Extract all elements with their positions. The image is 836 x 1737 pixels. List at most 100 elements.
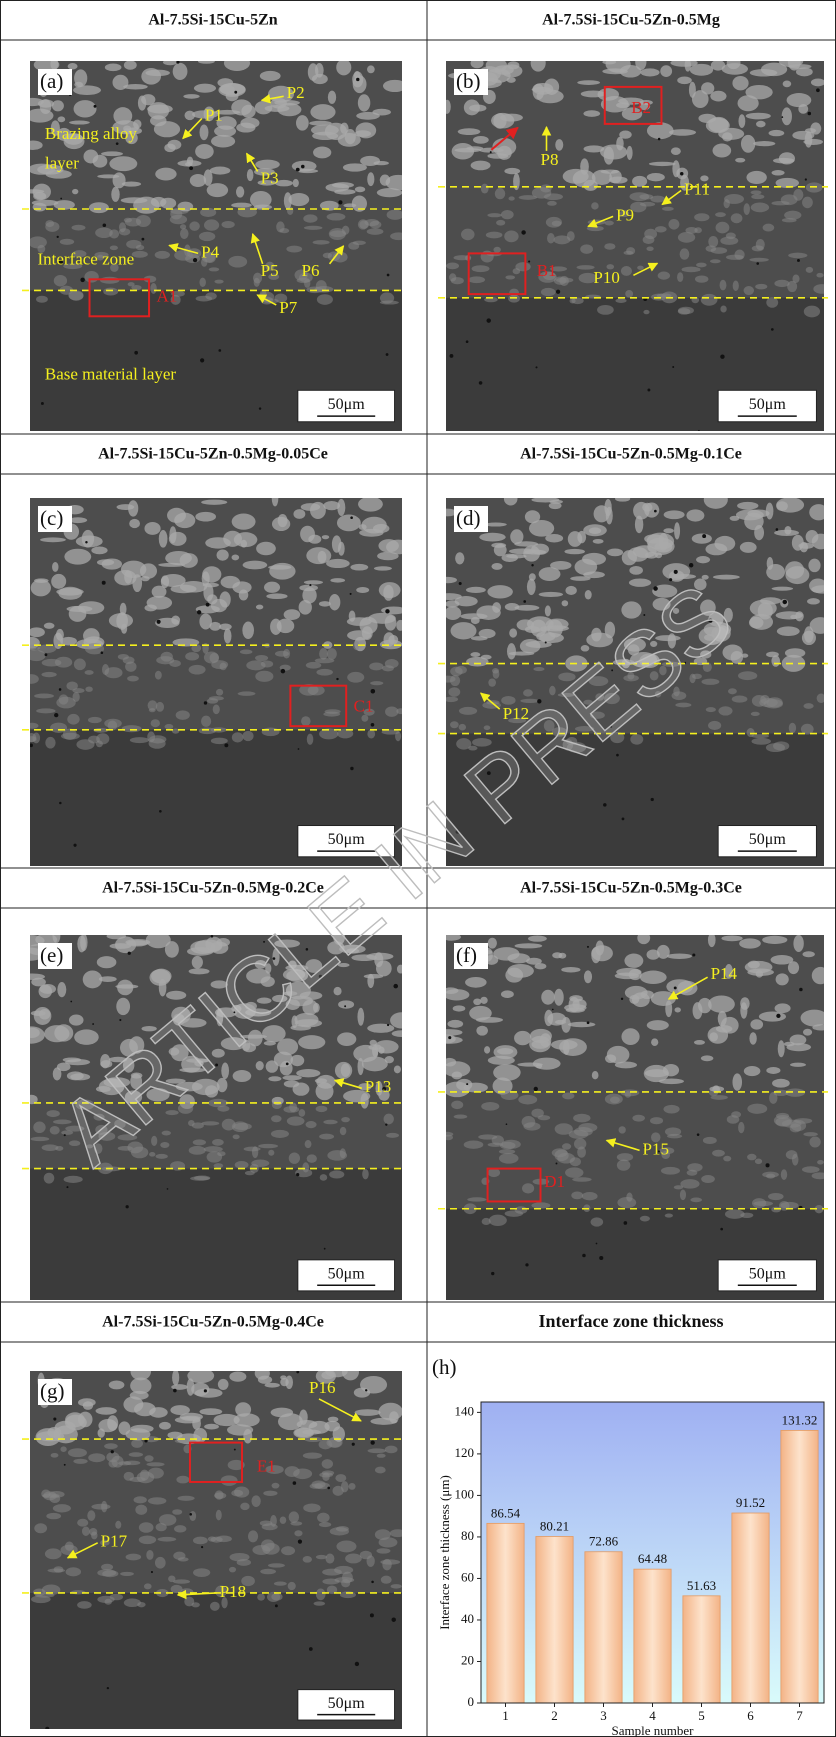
phase-grain [625, 986, 648, 1000]
phase-grain [52, 929, 60, 943]
phase-grain [284, 609, 301, 620]
phase-grain [582, 553, 606, 565]
phase-grain [246, 660, 265, 670]
phase-grain [69, 1015, 84, 1026]
phase-grain [591, 1217, 604, 1226]
phase-grain [269, 563, 295, 580]
phase-grain [762, 936, 787, 944]
phase-grain [547, 233, 555, 244]
pore [101, 651, 104, 654]
phase-grain [668, 219, 679, 230]
annotation: P7 [279, 298, 297, 317]
phase-grain [732, 1073, 742, 1090]
phase-grain [378, 1403, 402, 1421]
phase-grain [103, 288, 118, 296]
phase-grain [229, 1372, 246, 1382]
annotation: P17 [101, 1532, 128, 1551]
phase-grain [68, 63, 78, 69]
bar [634, 1569, 671, 1703]
phase-grain [38, 100, 54, 108]
phase-grain [703, 1137, 717, 1144]
phase-grain [712, 1150, 725, 1157]
phase-grain [651, 991, 676, 1006]
phase-grain [272, 1097, 284, 1105]
phase-grain [377, 1454, 386, 1458]
phase-grain [97, 559, 114, 565]
phase-grain [465, 977, 487, 988]
phase-grain [211, 738, 228, 745]
phase-grain [50, 1494, 61, 1503]
pore [622, 817, 625, 820]
phase-grain [209, 267, 220, 271]
phase-grain [128, 500, 138, 516]
phase-grain [730, 516, 740, 521]
phase-grain [740, 1213, 753, 1218]
phase-grain [702, 575, 709, 580]
phase-grain [260, 71, 281, 81]
phase-grain [110, 1594, 123, 1601]
phase-grain [397, 965, 404, 974]
phase-grain [803, 1029, 812, 1036]
phase-grain [207, 1151, 223, 1162]
phase-grain [559, 953, 567, 959]
phase-grain [125, 218, 141, 227]
phase-grain [326, 1554, 335, 1564]
phase-grain [752, 245, 764, 251]
phase-grain [72, 692, 79, 702]
phase-grain [56, 588, 83, 596]
phase-grain [592, 170, 612, 185]
phase-grain [744, 286, 754, 295]
pore [200, 358, 204, 362]
phase-grain [316, 669, 333, 676]
phase-grain [621, 266, 632, 276]
pore [766, 1163, 770, 1167]
phase-grain [187, 947, 214, 956]
micrograph: (g)P16E1P17P1850μm [22, 1363, 406, 1731]
phase-grain [583, 571, 605, 578]
phase-grain [769, 130, 785, 136]
phase-grain [452, 143, 474, 160]
value-label: 131.32 [782, 1412, 818, 1427]
phase-grain [816, 273, 823, 278]
phase-grain [565, 1167, 583, 1177]
phase-grain [340, 1127, 347, 1135]
panel-label: (d) [456, 506, 481, 530]
phase-grain [107, 933, 126, 939]
pore [486, 318, 490, 322]
phase-grain [637, 266, 644, 270]
phase-grain [766, 503, 774, 520]
pore [698, 430, 700, 432]
phase-grain [274, 1581, 287, 1585]
phase-grain [525, 510, 540, 523]
phase-grain [199, 232, 215, 241]
phase-grain [680, 248, 690, 259]
phase-grain [123, 84, 148, 89]
phase-grain [805, 132, 813, 148]
phase-grain [437, 593, 462, 600]
phase-grain [710, 91, 726, 102]
phase-grain [96, 740, 103, 747]
phase-grain [663, 528, 674, 533]
pore [783, 600, 788, 605]
phase-grain [712, 144, 731, 158]
phase-grain [605, 1094, 623, 1105]
phase-grain [520, 639, 541, 653]
phase-grain [345, 1554, 362, 1564]
annotation: P6 [302, 261, 320, 280]
pore [491, 1272, 494, 1275]
phase-grain [233, 1134, 240, 1139]
phase-grain [747, 969, 774, 976]
phase-grain [82, 1526, 90, 1535]
x-tick-label: 6 [747, 1708, 754, 1723]
annotation: P9 [616, 205, 634, 224]
phase-grain [217, 1106, 229, 1112]
phase-grain [53, 1504, 71, 1512]
phase-grain [723, 1156, 731, 1162]
phase-grain [138, 95, 146, 110]
phase-grain [286, 246, 302, 253]
pore [176, 60, 179, 63]
phase-grain [643, 310, 649, 314]
phase-grain [726, 255, 744, 260]
phase-grain [569, 997, 580, 1012]
phase-grain [120, 603, 127, 616]
